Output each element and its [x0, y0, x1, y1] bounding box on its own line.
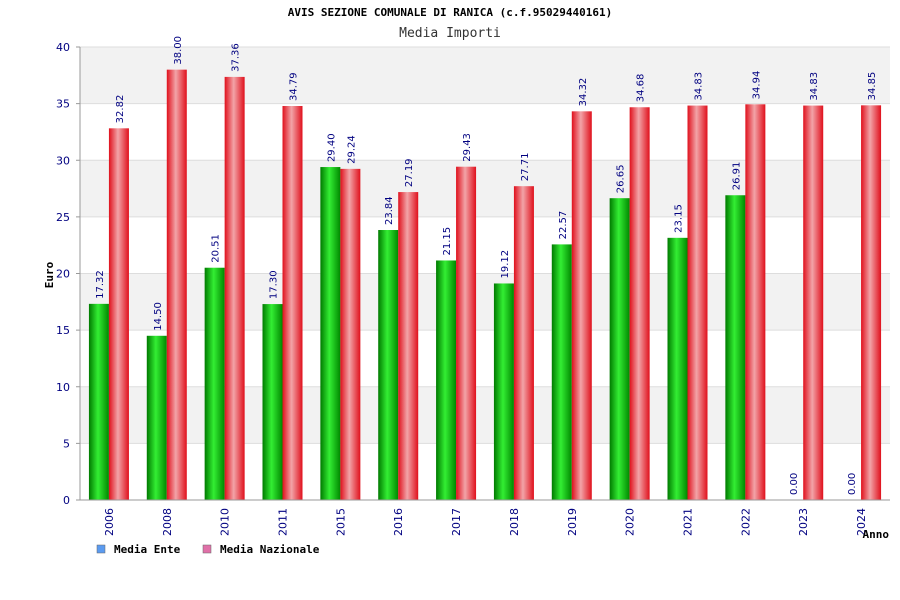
- data-label: 37.36: [231, 43, 242, 72]
- data-label: 32.82: [115, 95, 126, 124]
- bar: [146, 335, 167, 500]
- data-label: 29.43: [462, 133, 473, 162]
- x-tick-label: 2016: [392, 508, 405, 536]
- bar: [745, 104, 766, 500]
- data-label: 34.68: [636, 74, 647, 103]
- data-label: 26.65: [616, 165, 627, 194]
- bar: [282, 106, 303, 501]
- x-tick-label: 2023: [797, 508, 810, 536]
- y-tick-label: 15: [56, 324, 70, 337]
- x-tick-label: 2020: [624, 508, 637, 536]
- bar: [224, 76, 245, 500]
- bar: [513, 186, 534, 500]
- legend: Media Ente Media Nazionale: [96, 543, 320, 556]
- data-label: 22.57: [558, 211, 569, 240]
- bar: [629, 107, 650, 501]
- data-label: 29.40: [326, 133, 337, 162]
- bar: [378, 230, 399, 500]
- data-label: 34.32: [578, 78, 589, 107]
- y-axis-label: Euro: [43, 261, 56, 288]
- y-tick-label: 35: [56, 98, 70, 111]
- x-tick-label: 2017: [450, 508, 463, 536]
- bar: [493, 283, 514, 500]
- data-label: 34.79: [289, 72, 300, 101]
- data-label: 0.00: [789, 473, 800, 495]
- data-label: 23.84: [384, 196, 395, 225]
- x-axis-ticks: 2006 2008 2010 2011 2015 2016 2017 2018 2019 2020…: [103, 508, 868, 536]
- bar: [667, 237, 688, 501]
- y-axis-ticks: 0 5 10 15 20 25 30 35 40: [56, 41, 80, 507]
- chart-title: AVIS SEZIONE COMUNALE DI RANICA (c.f.950…: [288, 6, 613, 19]
- data-label: 0.00: [847, 473, 858, 495]
- data-label: 23.15: [674, 204, 685, 233]
- x-axis-label: Anno: [863, 528, 890, 541]
- x-tick-label: 2010: [219, 508, 232, 536]
- bar: [88, 303, 109, 500]
- plot-band: [80, 47, 890, 104]
- bar: [398, 192, 419, 501]
- legend-entry: Media Nazionale: [220, 543, 320, 556]
- bar: [861, 105, 882, 500]
- chart-subtitle: Media Importi: [399, 26, 501, 41]
- x-tick-label: 2015: [334, 508, 347, 536]
- data-label: 27.71: [520, 153, 531, 182]
- data-label: 27.19: [404, 158, 415, 187]
- data-label: 21.15: [442, 227, 453, 256]
- y-tick-label: 0: [63, 494, 70, 507]
- data-label: 38.00: [173, 36, 184, 65]
- legend-entry: Media Ente: [114, 543, 181, 556]
- bars: 17.32 32.82 14.50 38.00 20.51 37.36 17.30 34.79…: [88, 36, 882, 501]
- bar: [340, 168, 361, 500]
- y-tick-label: 20: [56, 268, 70, 281]
- plot-band: [80, 273, 890, 331]
- bar: [803, 105, 824, 501]
- bar: [687, 105, 708, 501]
- x-tick-label: 2019: [566, 508, 579, 536]
- x-tick-label: 2006: [103, 508, 116, 536]
- x-tick-label: 2021: [682, 508, 695, 536]
- plot-band: [80, 160, 890, 217]
- plot-band: [80, 386, 890, 444]
- plot-band: [80, 443, 890, 500]
- data-label: 17.32: [95, 270, 106, 299]
- bar: [609, 198, 630, 500]
- data-label: 26.91: [731, 162, 742, 191]
- plot-band: [80, 216, 890, 274]
- data-label: 14.50: [153, 302, 164, 331]
- y-tick-label: 25: [56, 211, 70, 224]
- x-tick-label: 2011: [277, 508, 290, 536]
- data-label: 29.24: [346, 135, 357, 164]
- bar: [204, 267, 225, 500]
- data-label: 34.83: [694, 72, 705, 101]
- x-tick-label: 2018: [508, 508, 521, 536]
- data-label: 20.51: [211, 234, 222, 263]
- plot-band: [80, 330, 890, 387]
- legend-swatch: [96, 544, 106, 554]
- x-tick-label: 2008: [161, 508, 174, 536]
- bar: [551, 244, 572, 500]
- bar: [320, 167, 341, 501]
- bar: [456, 166, 477, 500]
- y-tick-label: 40: [56, 41, 70, 54]
- bar: [571, 111, 592, 501]
- x-tick-label: 2024: [855, 508, 868, 536]
- bar: [725, 195, 746, 500]
- y-tick-label: 5: [63, 437, 70, 450]
- plot-band: [80, 103, 890, 161]
- bar: [262, 304, 283, 500]
- bar: [436, 260, 457, 500]
- y-tick-label: 30: [56, 154, 70, 167]
- data-label: 17.30: [269, 270, 280, 299]
- data-label: 34.85: [867, 72, 878, 101]
- data-label: 34.83: [809, 72, 820, 101]
- bar: [166, 69, 187, 501]
- x-tick-label: 2022: [739, 508, 752, 536]
- y-tick-label: 10: [56, 381, 70, 394]
- data-label: 19.12: [500, 250, 511, 279]
- bar: [108, 128, 129, 500]
- data-label: 34.94: [751, 71, 762, 100]
- legend-swatch: [202, 544, 212, 554]
